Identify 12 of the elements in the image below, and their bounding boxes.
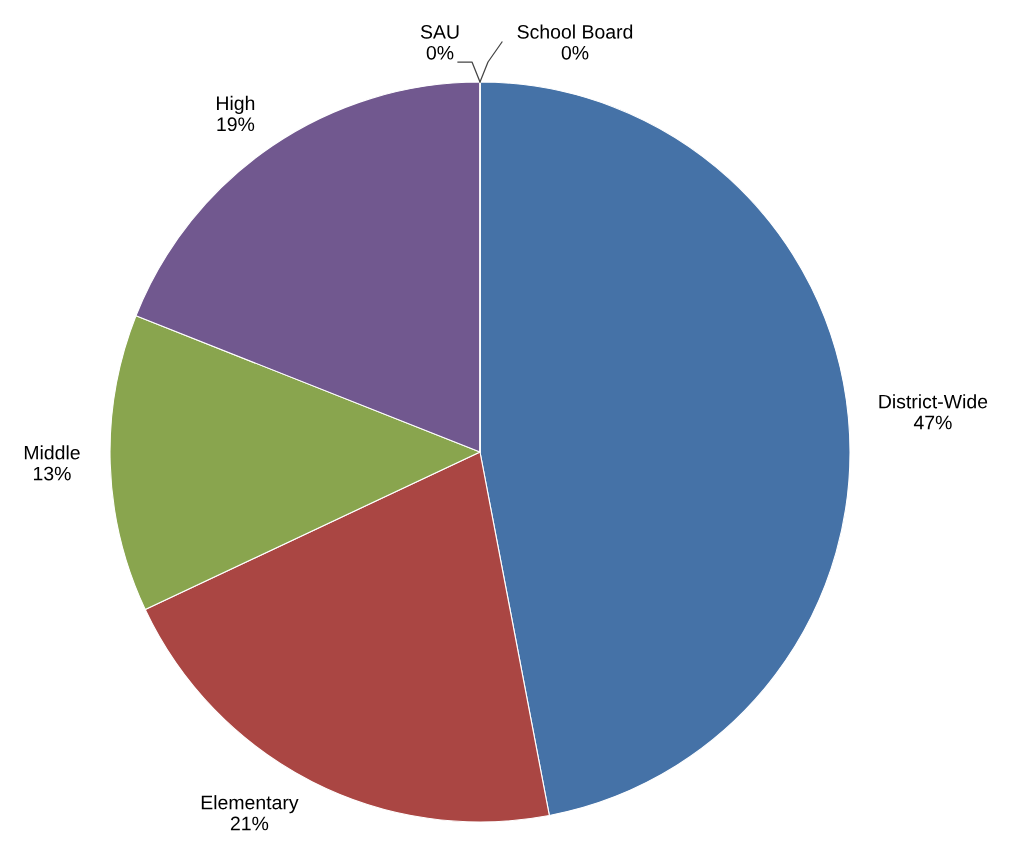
slice-label: High: [217, 95, 255, 114]
data-label: 47%: [913, 415, 952, 430]
data-label: 13%: [33, 466, 71, 481]
text: 0%: [426, 45, 454, 60]
text: 0%: [561, 45, 589, 60]
category-label: SAU: [420, 24, 459, 39]
data-label: 21%: [230, 816, 269, 831]
data-label: 19%: [217, 117, 255, 132]
category-label: School Board: [517, 24, 633, 39]
slice-label: District-Wide: [879, 394, 988, 409]
slice-label: Elementary: [201, 795, 299, 814]
slice-label: Middle: [24, 445, 80, 460]
